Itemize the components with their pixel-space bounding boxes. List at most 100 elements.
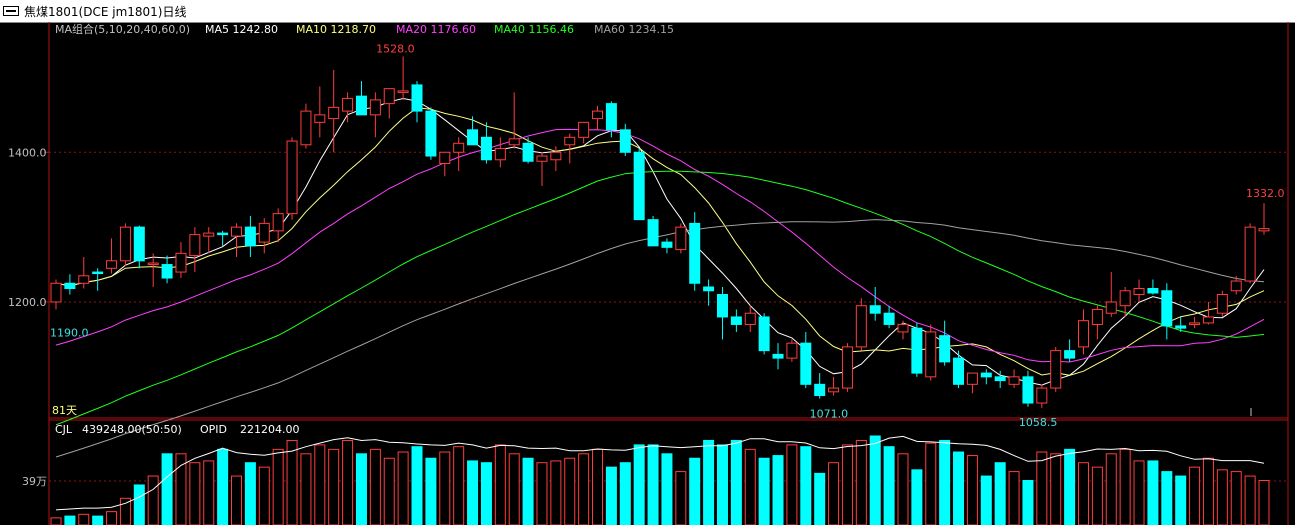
ma10-legend: MA10 1218.70: [296, 23, 376, 36]
ma5-line: [55, 97, 1265, 386]
volume-bar: [911, 469, 923, 525]
candle-body: [522, 142, 534, 162]
candle-body: [841, 346, 853, 389]
candle-body: [1161, 290, 1173, 327]
candle: [661, 238, 673, 254]
candle-body: [217, 232, 229, 236]
candle-body: [300, 110, 312, 146]
candle-body: [661, 241, 673, 248]
ma-legend-label: MA组合(5,10,20,40,60,0): [55, 22, 190, 36]
volume-bar: [689, 457, 701, 525]
candle: [286, 137, 298, 220]
candle: [744, 305, 756, 332]
candle-body: [744, 312, 756, 325]
candle: [980, 369, 992, 385]
candle: [536, 152, 548, 186]
candle-body: [966, 372, 978, 385]
kline-chart[interactable]: MA组合(5,10,20,40,60,0) MA5 1242.80 MA10 1…: [0, 22, 1295, 525]
window-title: 焦煤1801(DCE jm1801)日线: [24, 5, 187, 19]
candle-body: [314, 114, 326, 123]
volume-bar: [578, 453, 590, 525]
candle: [1258, 203, 1270, 235]
candle-body: [92, 271, 104, 275]
volume-bar: [425, 457, 437, 525]
candle: [841, 343, 853, 392]
volume-bar: [439, 451, 451, 525]
candle: [855, 298, 867, 351]
candle-body: [911, 327, 923, 374]
candle: [175, 242, 187, 279]
volume-bar: [730, 439, 742, 525]
annotation-low-last: 1058.5: [1019, 416, 1058, 429]
volume-bar: [1202, 457, 1214, 525]
candle-body: [647, 219, 659, 247]
volume-bar: [647, 444, 659, 525]
ma60-legend: MA60 1234.15: [594, 23, 674, 36]
candle-body: [564, 136, 576, 146]
volume-bar: [1189, 466, 1201, 525]
volume-bar: [1050, 453, 1062, 525]
volume-bar: [1147, 460, 1159, 525]
volume-bar: [189, 462, 201, 525]
candle: [966, 372, 978, 394]
candle: [439, 151, 451, 177]
volume-bar: [966, 455, 978, 525]
volume-bar: [897, 453, 909, 525]
ma40-legend: MA40 1156.46: [494, 23, 574, 36]
candle: [1147, 279, 1159, 295]
candle: [716, 287, 728, 340]
volume-bar: [342, 439, 354, 525]
volume-bar: [1077, 462, 1089, 525]
volume-bar: [244, 462, 256, 525]
candle-body: [119, 226, 131, 262]
annotation-high: 1528.0: [376, 42, 415, 55]
candle-body: [494, 148, 506, 161]
volume-bar: [1008, 471, 1020, 525]
volume-bar: [369, 448, 381, 525]
volume-bar: [703, 439, 715, 525]
candle-body: [203, 232, 215, 237]
ma20-legend: MA20 1176.60: [396, 23, 476, 36]
volume-bar: [786, 444, 798, 525]
candle: [1064, 339, 1076, 362]
candle-body: [175, 252, 187, 273]
candle: [953, 350, 965, 389]
candle: [244, 215, 256, 258]
candle-body: [939, 335, 951, 363]
candle: [619, 123, 631, 157]
candle-body: [633, 151, 645, 221]
candle: [119, 223, 131, 267]
opid-value: 221204.00: [240, 423, 300, 436]
y-tick-1400: 1400.0: [8, 146, 47, 159]
candle-body: [1175, 325, 1187, 329]
volume-bar: [758, 457, 770, 525]
volume-bar: [619, 462, 631, 525]
volume-bar: [772, 455, 784, 525]
volume-bar: [661, 453, 673, 525]
candle-body: [425, 110, 437, 157]
candle-body: [78, 275, 90, 284]
candle-body: [231, 226, 243, 237]
volume-bar: [411, 446, 423, 525]
candle: [758, 313, 770, 355]
volume-bar: [217, 448, 229, 525]
volume-bar: [522, 457, 534, 525]
candle: [355, 81, 367, 116]
candle: [689, 212, 701, 291]
volume-ma5-line: [55, 435, 1265, 511]
candle: [522, 137, 534, 164]
candle-body: [716, 293, 728, 318]
volume-bar: [467, 460, 479, 525]
candle: [342, 92, 354, 123]
candle-body: [883, 312, 895, 325]
candle: [425, 107, 437, 160]
volume-bar: [1064, 448, 1076, 525]
moving-average-lines: [55, 97, 1265, 458]
y-axis-labels: 1400.0 1200.0 39万: [8, 146, 47, 488]
candle-body: [1091, 308, 1103, 325]
volume-bar: [314, 444, 326, 525]
candle: [453, 137, 465, 171]
candle-body: [1133, 288, 1145, 295]
candle-body: [1258, 228, 1270, 232]
volume-bar: [92, 515, 104, 525]
